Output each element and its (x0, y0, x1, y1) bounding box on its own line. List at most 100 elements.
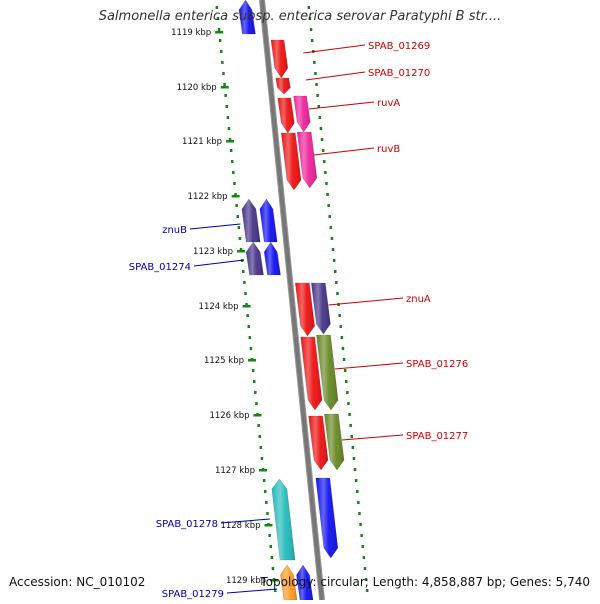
forward-tick-track-dot (358, 512, 361, 515)
reverse-tick-track-dot (220, 50, 223, 53)
gene-znua-product (310, 282, 331, 335)
callout-line (328, 297, 404, 306)
forward-tick-track-dot (326, 193, 329, 196)
gene-shine (271, 479, 295, 560)
gene-spab-01274-cds (263, 241, 281, 276)
gene-shine (271, 40, 288, 78)
kbp-tick (215, 31, 224, 34)
reverse-tick-track-dot (215, 6, 219, 9)
reverse-tick-track-dot (253, 380, 256, 383)
forward-tick-track-dot (343, 369, 347, 372)
gene-spab-01278-product (271, 478, 296, 561)
callout-line (193, 259, 245, 267)
forward-tick-track-dot (320, 138, 324, 141)
forward-tick-track-dot (364, 578, 368, 581)
gene-label: SPAB_01279 (162, 589, 224, 600)
reverse-tick-track-dot (255, 402, 258, 405)
reverse-tick-track-dot (243, 281, 246, 284)
forward-tick-track-dot (308, 17, 312, 20)
gene-shine (239, 0, 256, 34)
forward-tick-track-dot (339, 325, 342, 328)
forward-tick-track-dot (336, 292, 339, 295)
forward-tick-track-dot (359, 523, 362, 526)
kbp-label: 1119 kbp (171, 28, 211, 38)
forward-tick-track-dot (334, 270, 337, 273)
kbp-tick (270, 579, 278, 582)
forward-tick-track-dot (357, 501, 360, 504)
forward-tick-track-dot (353, 468, 357, 471)
gene-shine (315, 478, 338, 558)
forward-tick-track-dot (356, 490, 359, 493)
reverse-tick-track-dot (244, 292, 247, 295)
reverse-tick-track-dot (268, 534, 271, 537)
kbp-tick (220, 86, 229, 89)
kbp-label: 1127 kbp (215, 466, 255, 476)
forward-tick-track-dot (318, 116, 322, 119)
callout-line (226, 588, 277, 594)
forward-tick-track-dot (330, 237, 334, 240)
reverse-tick-track-dot (266, 512, 269, 515)
reverse-tick-track-dot (223, 83, 226, 86)
kbp-tick (264, 524, 273, 527)
gene-spab-01277-product (324, 413, 345, 471)
reverse-tick-track-dot (257, 424, 260, 427)
forward-tick-track-dot (341, 347, 345, 350)
gene-label: SPAB_01269 (368, 41, 430, 52)
forward-tick-track-dot (332, 259, 336, 262)
forward-tick-track-dot (360, 534, 363, 537)
forward-tick-track-dot (313, 61, 316, 64)
reverse-tick-track-dot (249, 347, 253, 350)
kbp-label: 1129 kbp (226, 576, 266, 586)
gene-spab-01278-cds (315, 477, 339, 559)
forward-tick-track-dot (348, 413, 351, 416)
gene-spab-01276-product (316, 334, 339, 411)
forward-tick-track-dot (351, 446, 355, 449)
reverse-tick-track-dot (238, 237, 242, 240)
gene-shine (280, 565, 297, 600)
reverse-tick-track-dot (218, 39, 222, 42)
reverse-tick-track-dot (259, 446, 263, 449)
forward-tick-track-dot (315, 83, 318, 86)
forward-tick-track-dot (345, 380, 348, 383)
reverse-tick-track-dot (236, 215, 239, 218)
map-title: Salmonella enterica subsp. enterica sero… (98, 9, 502, 24)
gene-shine (259, 199, 278, 242)
gene-top-reverse (238, 0, 256, 35)
forward-tick-track-dot (319, 127, 323, 130)
gene-label: SPAB_01277 (406, 431, 468, 442)
kbp-tick (237, 250, 246, 253)
reverse-tick-track-dot (260, 457, 264, 460)
callout-line (334, 362, 404, 370)
reverse-tick-track-dot (258, 435, 261, 438)
gene-spab-01276-cds (300, 336, 323, 411)
gene-znub-product (241, 198, 261, 243)
gene-label: SPAB_01270 (368, 68, 430, 79)
forward-tick-track-dot (347, 402, 350, 405)
accession-label: Accession: NC_010102 (9, 575, 146, 589)
reverse-tick-track-dot (254, 391, 257, 394)
kbp-label: 1122 kbp (188, 192, 228, 202)
reverse-tick-track-dot (224, 94, 227, 97)
reverse-tick-track-dot (246, 314, 249, 317)
forward-tick-track-dot (342, 358, 346, 361)
gene-shine (293, 96, 311, 132)
callout-line (341, 434, 404, 441)
reverse-tick-track-dot (234, 193, 237, 196)
gene-shine (295, 283, 315, 336)
kbp-label: 1120 kbp (177, 83, 217, 93)
forward-tick-track-dot (335, 281, 338, 284)
forward-tick-track-dot (310, 39, 314, 42)
forward-tick-track-dot (338, 314, 341, 317)
gene-spab-01269 (270, 39, 289, 79)
gene-spab-01274-product (245, 241, 264, 276)
forward-tick-track-dot (363, 567, 367, 570)
gene-label: SPAB_01274 (129, 262, 191, 273)
gene-label: ruvA (377, 98, 400, 109)
kbp-tick (226, 140, 235, 143)
gene-label: SPAB_01276 (406, 359, 468, 370)
reverse-tick-track-dot (222, 72, 225, 75)
reverse-tick-track-dot (269, 545, 272, 548)
forward-tick-track-dot (317, 105, 320, 108)
gene-shine (308, 416, 328, 470)
